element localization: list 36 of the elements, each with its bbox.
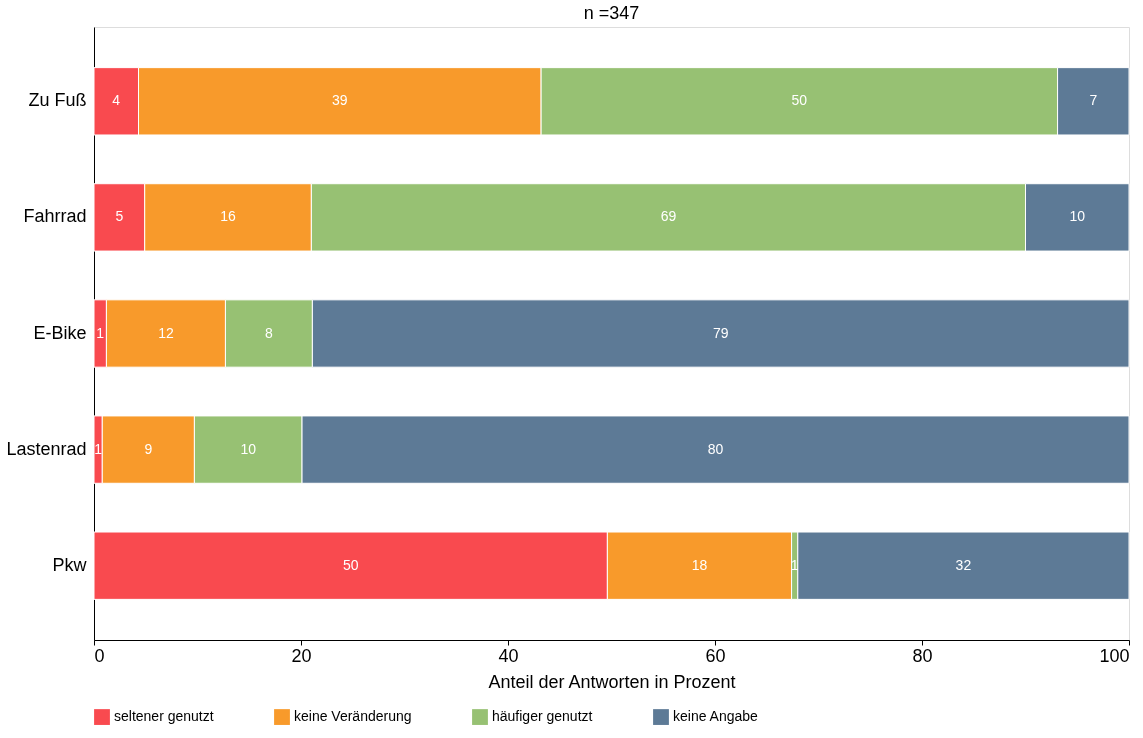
- data-label: 16: [220, 208, 237, 225]
- y-tick-label: Lastenrad: [6, 438, 87, 459]
- data-label: 50: [791, 92, 808, 109]
- data-label: 10: [240, 440, 257, 457]
- data-label: 4: [112, 92, 121, 109]
- x-tick-label: 100: [1099, 645, 1130, 666]
- x-tick-label: 60: [705, 645, 726, 666]
- y-tick-label: Pkw: [52, 554, 88, 575]
- data-label: 32: [955, 556, 972, 573]
- y-tick-label: E-Bike: [33, 322, 87, 343]
- y-tick-label: Zu Fuß: [28, 90, 87, 111]
- x-tick-label: 80: [912, 645, 933, 666]
- data-label: 18: [691, 556, 708, 573]
- data-label: 80: [707, 440, 724, 457]
- y-tick-label: Fahrrad: [23, 206, 87, 227]
- x-tick-label: 40: [498, 645, 519, 666]
- x-tick-label: 20: [291, 645, 312, 666]
- chart-title: n =347: [583, 3, 640, 23]
- data-label: 39: [332, 92, 348, 109]
- data-label: 7: [1089, 92, 1098, 109]
- x-tick-label: 0: [94, 645, 105, 666]
- data-label: 9: [144, 440, 153, 457]
- data-label: 8: [265, 324, 274, 341]
- data-label: 12: [158, 324, 174, 341]
- data-label: 1: [96, 324, 105, 341]
- legend-label: häufiger genutzt: [492, 708, 593, 725]
- x-axis-title: Anteil der Antworten in Prozent: [488, 671, 736, 692]
- data-label: 10: [1069, 208, 1086, 225]
- legend-label: seltener genutzt: [114, 708, 214, 725]
- legend-label: keine Angabe: [673, 708, 759, 725]
- data-label: 1: [94, 440, 103, 457]
- data-label: 79: [712, 324, 729, 341]
- legend-label: keine Veränderung: [294, 708, 412, 725]
- data-label: 50: [342, 556, 359, 573]
- data-label: 69: [660, 208, 677, 225]
- data-label: 5: [115, 208, 124, 225]
